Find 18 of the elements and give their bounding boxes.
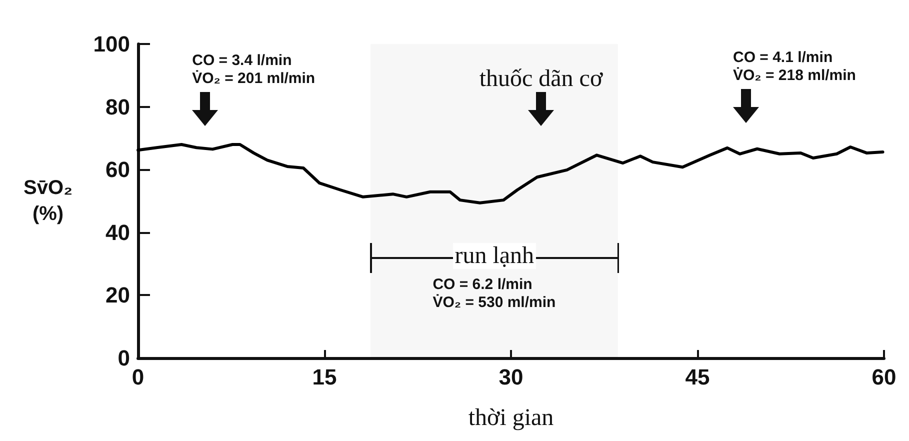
- annotation: thuốc dãn cơ: [479, 66, 603, 92]
- y-tick-label: 100: [93, 32, 130, 56]
- band-label: run lạnh: [452, 243, 536, 270]
- y-tick-label: 80: [106, 94, 130, 120]
- annotation: CO = 3.4 l/min V̇O₂ = 201 ml/min: [192, 52, 316, 88]
- x-tick-label: 15: [312, 364, 337, 390]
- x-tick-label: 30: [498, 364, 524, 390]
- y-axis-title: Sv̄O₂ (%): [24, 177, 72, 225]
- x-tick-label: 60: [872, 364, 896, 390]
- y-tick-label: 0: [118, 346, 130, 370]
- y-tick-label: 40: [106, 220, 130, 245]
- line-series: [136, 142, 884, 204]
- y-tick-label: 20: [106, 282, 130, 308]
- x-axis-title: thời gian: [468, 405, 554, 431]
- y-tick-label: 60: [106, 157, 130, 182]
- annotation: CO = 4.1 l/min V̇O₂ = 218 ml/min: [732, 48, 856, 84]
- annotation: CO = 6.2 l/min V̇O₂ = 530 ml/min: [432, 276, 556, 312]
- x-tick-label: 45: [685, 364, 710, 390]
